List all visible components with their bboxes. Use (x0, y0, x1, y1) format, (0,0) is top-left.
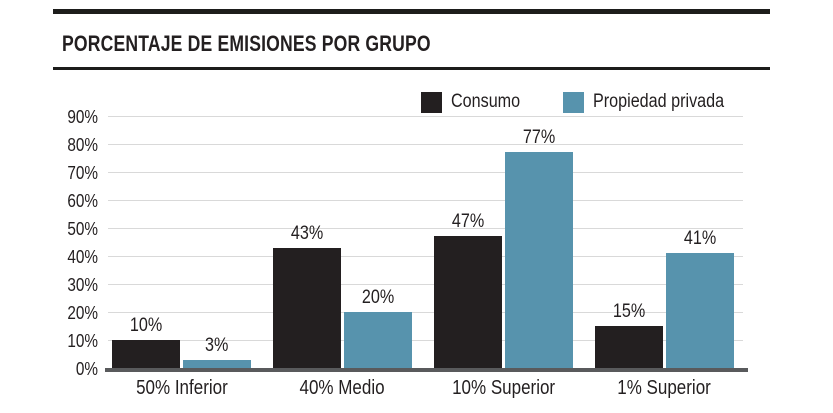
bar-group: 10% 3% (112, 315, 251, 368)
gridline (108, 199, 743, 201)
bar (183, 359, 251, 368)
y-tick-label: 20% (67, 303, 98, 323)
legend-label-propiedad-privada: Propiedad privada (592, 91, 724, 112)
bar (112, 340, 180, 368)
bar-value-label: 77% (522, 127, 556, 149)
bar-column: 77% (505, 127, 573, 368)
legend-item-consumo: Consumo (421, 91, 532, 113)
bar-group: 15% 41% (595, 228, 734, 368)
bar (434, 236, 502, 368)
y-tick-label: 90% (67, 107, 98, 127)
bar-value-label: 20% (361, 287, 395, 308)
bar-value-label: 10% (129, 315, 163, 336)
bar-group: 47% 77% (434, 127, 573, 368)
title-rule-top (53, 9, 770, 14)
gridline (108, 283, 743, 285)
y-tick-label: 60% (67, 191, 98, 211)
bar (273, 247, 341, 368)
x-axis-baseline (105, 368, 748, 372)
bar-column: 15% (595, 301, 663, 368)
gridline (108, 339, 743, 341)
y-tick-label: 0% (75, 359, 98, 379)
bar-value-label: 43% (290, 222, 324, 244)
title-rule-bottom (53, 67, 770, 70)
page-title: PORCENTAJE DE EMISIONES POR GRUPO (62, 31, 431, 56)
bar-group: 43% 20% (273, 223, 412, 368)
y-tick-label: 10% (67, 331, 98, 351)
x-axis-label: 50% Inferior (135, 377, 228, 399)
legend-item-propiedad-privada: Propiedad privada (562, 91, 747, 113)
bar-column: 41% (666, 228, 734, 368)
bar-column: 47% (434, 211, 502, 368)
bar-column: 10% (112, 315, 180, 368)
bar (344, 312, 412, 368)
y-tick-label: 80% (67, 135, 98, 155)
bar (505, 152, 573, 368)
gridline (108, 171, 743, 173)
bar-column: 3% (183, 335, 251, 368)
bar-value-label: 3% (205, 334, 229, 356)
y-tick-label: 70% (67, 163, 98, 183)
legend-swatch-consumo (421, 91, 443, 113)
gridline (108, 115, 743, 117)
x-axis-label: 40% Medio (299, 377, 386, 399)
bars-layer: 10% 3% 43% 20% 47% 77% 15% 41% (108, 116, 745, 368)
gridline (108, 227, 743, 229)
x-axis-label: 1% Superior (617, 377, 712, 399)
x-axis-label: 10% Superior (451, 377, 556, 399)
gridline (108, 143, 743, 145)
gridline (108, 311, 743, 313)
bar-value-label: 41% (683, 228, 717, 250)
bar-value-label: 15% (612, 301, 646, 322)
bar-column: 20% (344, 287, 412, 368)
y-tick-label: 40% (67, 247, 98, 267)
chart-legend: Consumo Propiedad privada (413, 89, 747, 115)
x-axis-labels: 50% Inferior 40% Medio 10% Superior 1% Supe… (108, 376, 745, 400)
plot-area: 10% 3% 43% 20% 47% 77% 15% 41% (108, 115, 745, 368)
bar-value-label: 47% (451, 211, 485, 233)
bar (666, 253, 734, 368)
gridline (108, 255, 743, 257)
legend-swatch-propiedad-privada (562, 91, 584, 113)
y-tick-label: 50% (67, 219, 98, 239)
bar (595, 326, 663, 368)
bar-column: 43% (273, 223, 341, 368)
y-tick-label: 30% (67, 275, 98, 295)
legend-label-consumo: Consumo (451, 91, 521, 112)
